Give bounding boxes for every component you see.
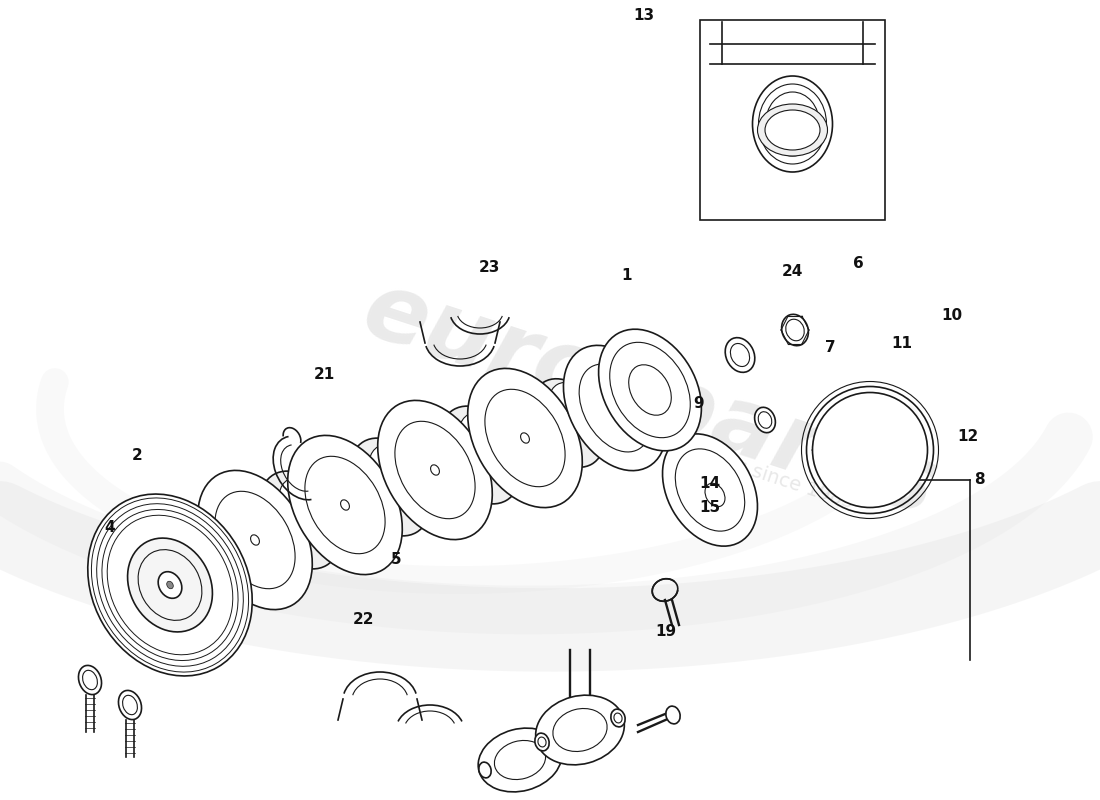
Text: 10: 10 (940, 309, 962, 323)
Ellipse shape (549, 382, 586, 423)
Ellipse shape (598, 329, 702, 451)
Text: 7: 7 (825, 341, 836, 355)
Ellipse shape (782, 314, 808, 346)
Text: 21: 21 (314, 367, 336, 382)
Ellipse shape (725, 338, 755, 372)
Ellipse shape (813, 393, 927, 507)
Text: eurospares: eurospares (352, 264, 948, 536)
Ellipse shape (251, 535, 260, 545)
Ellipse shape (752, 76, 833, 172)
Ellipse shape (520, 433, 529, 443)
Text: 15: 15 (698, 501, 720, 515)
Ellipse shape (705, 483, 725, 506)
Ellipse shape (817, 442, 923, 474)
Ellipse shape (478, 762, 492, 778)
Ellipse shape (758, 104, 827, 156)
Ellipse shape (468, 369, 582, 507)
Ellipse shape (563, 346, 667, 470)
Ellipse shape (349, 438, 431, 536)
Ellipse shape (370, 444, 410, 490)
Text: 22: 22 (352, 613, 374, 627)
Text: 5: 5 (390, 553, 402, 567)
Text: 19: 19 (654, 625, 676, 639)
Text: 2: 2 (132, 449, 143, 463)
Text: 8: 8 (974, 473, 984, 487)
Ellipse shape (535, 733, 549, 751)
Ellipse shape (666, 706, 680, 724)
Text: 1: 1 (621, 269, 632, 283)
Ellipse shape (817, 428, 923, 456)
Text: 6: 6 (852, 257, 864, 271)
Ellipse shape (198, 470, 312, 610)
Ellipse shape (478, 728, 562, 792)
Ellipse shape (260, 471, 341, 569)
Text: 12: 12 (957, 429, 979, 443)
Text: 24: 24 (781, 265, 803, 279)
Ellipse shape (158, 572, 182, 598)
Text: 13: 13 (632, 9, 654, 23)
Text: 9: 9 (693, 397, 704, 411)
Ellipse shape (826, 446, 914, 470)
Ellipse shape (119, 690, 142, 719)
Ellipse shape (88, 494, 252, 676)
Ellipse shape (459, 412, 500, 458)
Ellipse shape (341, 500, 350, 510)
Ellipse shape (531, 378, 605, 467)
Ellipse shape (377, 401, 493, 539)
Ellipse shape (288, 435, 403, 574)
Text: automotive parts since 1985: automotive parts since 1985 (584, 408, 856, 512)
Text: 23: 23 (478, 261, 500, 275)
Ellipse shape (536, 695, 625, 765)
Ellipse shape (755, 407, 775, 433)
Ellipse shape (167, 582, 174, 589)
Ellipse shape (430, 465, 439, 475)
Ellipse shape (610, 709, 625, 727)
Text: 11: 11 (891, 337, 913, 351)
Text: 14: 14 (698, 477, 720, 491)
Ellipse shape (764, 110, 820, 150)
Ellipse shape (662, 434, 758, 546)
Ellipse shape (128, 538, 212, 632)
Text: 4: 4 (104, 521, 116, 535)
Ellipse shape (78, 666, 101, 694)
Ellipse shape (610, 403, 619, 413)
Bar (700, 20, 886, 220)
Ellipse shape (439, 406, 520, 504)
Ellipse shape (279, 478, 321, 522)
Ellipse shape (826, 431, 914, 453)
